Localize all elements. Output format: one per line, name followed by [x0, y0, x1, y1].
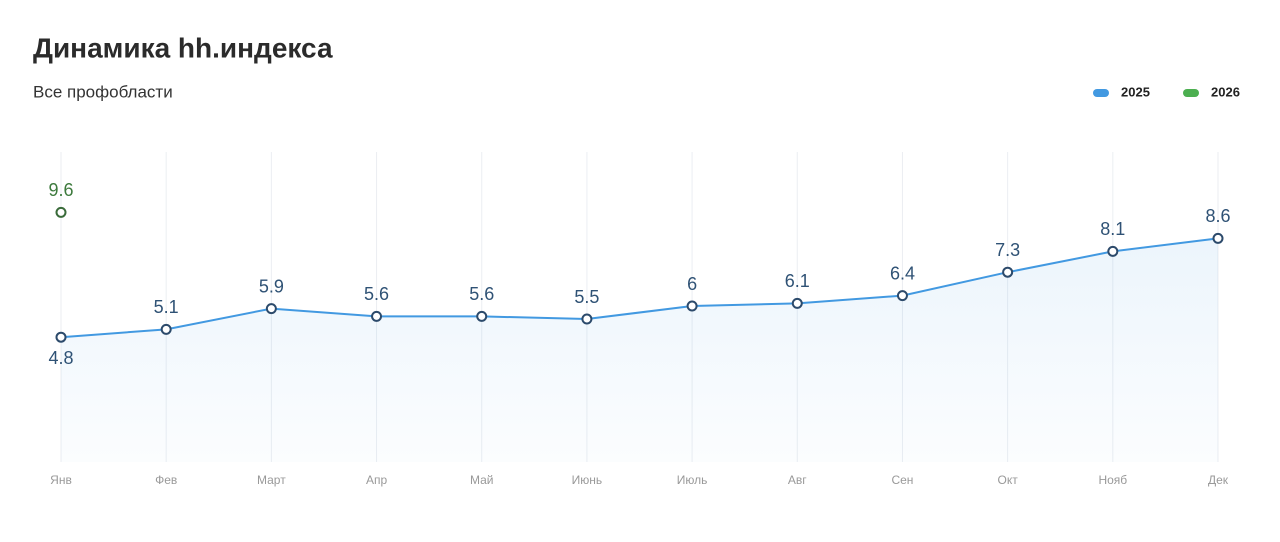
x-tick-label: Май	[470, 473, 494, 487]
data-label: 8.1	[1100, 219, 1125, 239]
point	[55, 206, 67, 218]
point	[896, 290, 908, 302]
x-tick-label: Янв	[50, 473, 72, 487]
point	[1107, 245, 1119, 257]
data-label: 5.9	[259, 276, 284, 296]
point	[686, 300, 698, 312]
legend-swatch	[1093, 89, 1109, 97]
point	[1212, 232, 1224, 244]
point	[265, 303, 277, 315]
x-tick-label: Июнь	[572, 473, 603, 487]
data-label: 9.6	[48, 180, 73, 200]
legend-swatch	[1183, 89, 1199, 97]
line	[60, 237, 1219, 339]
point	[476, 310, 488, 322]
data-label: 5.1	[154, 297, 179, 317]
point	[791, 297, 803, 309]
area	[61, 238, 1218, 462]
x-tick-label: Сен	[891, 473, 913, 487]
legend-label: 2025	[1121, 84, 1150, 99]
point	[160, 323, 172, 335]
x-tick-label: Апр	[366, 473, 388, 487]
data-label: 8.6	[1205, 206, 1230, 226]
x-tick-label: Дек	[1208, 473, 1229, 487]
x-tick-label: Фев	[155, 473, 177, 487]
data-label: 7.3	[995, 240, 1020, 260]
point	[581, 313, 593, 325]
data-label: 5.6	[469, 284, 494, 304]
x-tick-label: Авг	[788, 473, 807, 487]
legend-label: 2026	[1211, 84, 1240, 99]
data-label: 5.5	[574, 287, 599, 307]
point	[1002, 266, 1014, 278]
chart-subtitle: Все профобласти	[33, 82, 173, 101]
point	[55, 331, 67, 343]
x-tick-label: Нояб	[1098, 473, 1127, 487]
data-label: 6.4	[890, 263, 915, 283]
data-label: 4.8	[48, 348, 73, 368]
data-label: 5.6	[364, 284, 389, 304]
point	[371, 310, 383, 322]
data-label: 6.1	[785, 271, 810, 291]
data-label: 6	[687, 274, 697, 294]
x-tick-label: Окт	[998, 473, 1019, 487]
chart-title: Динамика hh.индекса	[33, 32, 333, 63]
x-tick-label: Март	[257, 473, 286, 487]
x-tick-label: Июль	[677, 473, 708, 487]
